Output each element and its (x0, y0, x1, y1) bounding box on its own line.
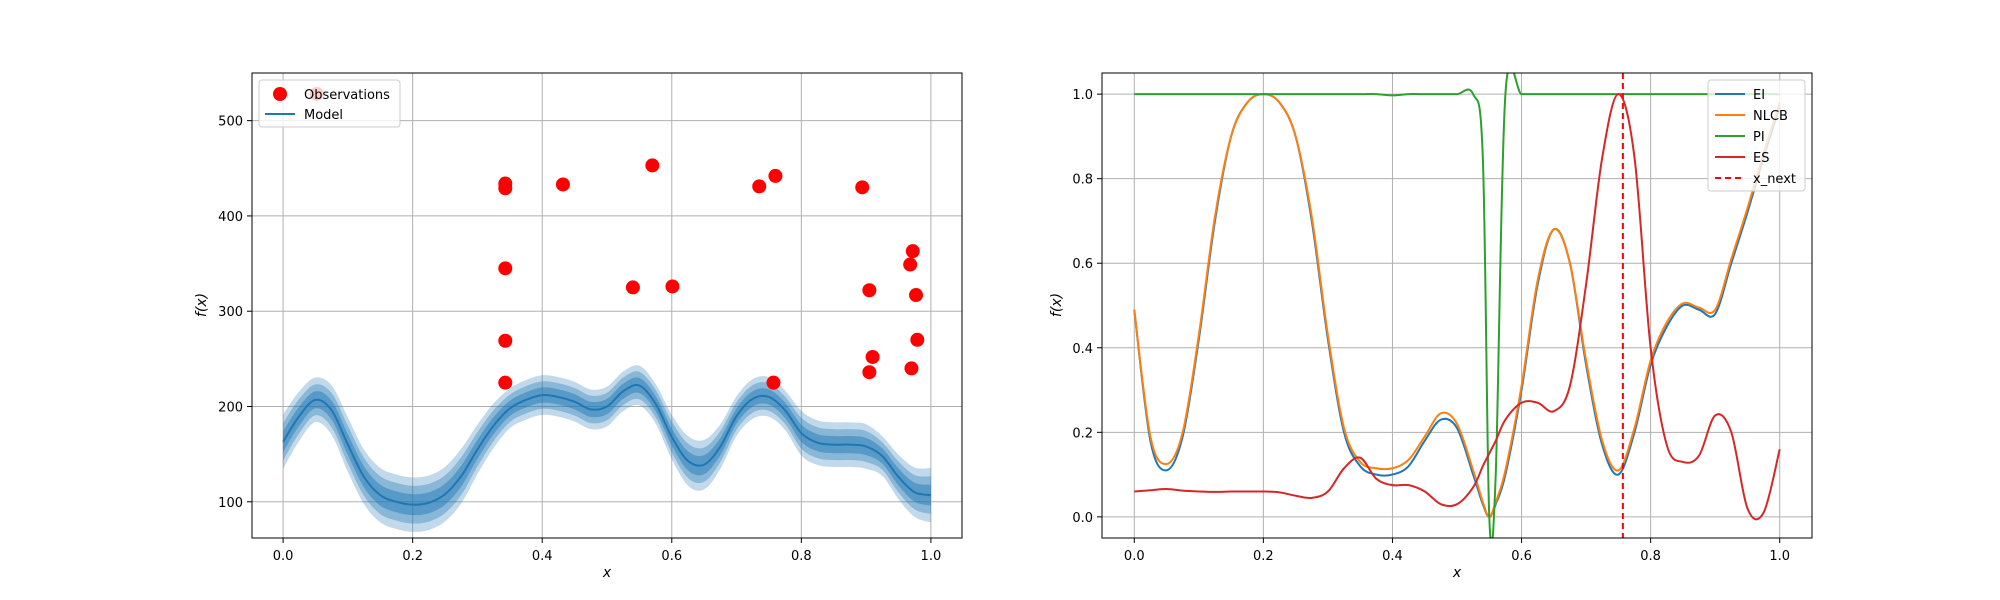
left-x-tick-label: 0.6 (661, 549, 682, 564)
axes-frame-left (251, 72, 963, 539)
model-band-2 (283, 371, 931, 524)
series-line-es (1134, 93, 1781, 521)
observation-point (910, 332, 925, 347)
right-y-tick-label: 1.0 (1072, 88, 1093, 103)
observation-point (855, 180, 870, 195)
legend-label: NLCB (1753, 109, 1788, 124)
legend-label: Observations (304, 88, 390, 103)
x-axis-label-right: x (1452, 565, 1462, 581)
legend-box-left (258, 79, 401, 128)
model-band-3 (283, 377, 931, 516)
observation-point (865, 349, 880, 364)
legend-label: Model (304, 108, 343, 123)
observation-point (645, 158, 660, 173)
observation-points (309, 86, 925, 390)
observation-point (752, 179, 767, 194)
observation-point (766, 375, 781, 390)
left-x-tick-label: 0.4 (532, 549, 553, 564)
y-axis-label-left: f(x) (194, 293, 210, 317)
right-x-tick-label: 0.6 (1511, 549, 1532, 564)
plot-area-left (252, 73, 962, 538)
right-x-tick-label: 0.4 (1382, 549, 1403, 564)
right-y-tick-label: 0.8 (1072, 173, 1093, 188)
observation-point (903, 257, 918, 272)
observation-point (905, 244, 920, 259)
right-x-tick-label: 0.8 (1640, 549, 1661, 564)
legend-left: Observations Model (258, 79, 401, 128)
model-band-1 (283, 365, 931, 532)
model-mean-line (282, 384, 932, 506)
legend-label: EI (1753, 88, 1765, 103)
axes-frame-right (1101, 72, 1813, 539)
right-y-tick-label: 0.4 (1072, 342, 1093, 357)
ticks-left: 0.0 0.2 0.4 0.6 0.8 1.0 100 200 300 400 500 (218, 115, 941, 564)
right-x-tick-label: 0.2 (1253, 549, 1274, 564)
left-y-tick-label: 300 (218, 305, 243, 320)
acquisition-lines (1133, 73, 1781, 538)
observation-point (498, 261, 513, 276)
left-x-tick-label: 1.0 (921, 549, 942, 564)
legend-marker-observations (273, 87, 287, 101)
observation-point (555, 177, 570, 192)
series-line-nlcb (1133, 93, 1781, 518)
left-y-tick-label: 200 (218, 401, 243, 416)
observation-point (498, 375, 513, 390)
legend-right: EI NLCB PI ES x_next (1707, 79, 1806, 192)
legend-box-right (1707, 79, 1806, 192)
left-x-tick-label: 0.2 (402, 549, 423, 564)
right-y-tick-label: 0.6 (1072, 257, 1093, 272)
acquisition-functions-chart: 0.0 0.2 0.4 0.6 0.8 1.0 0.0 0.2 0.4 0.6 0.8 1.0 x f… (1049, 72, 1813, 581)
left-y-tick-label: 500 (218, 115, 243, 130)
x-axis-label-left: x (602, 565, 612, 581)
observation-point (862, 365, 877, 380)
right-x-tick-label: 0.0 (1124, 549, 1145, 564)
legend-label: ES (1753, 151, 1769, 166)
observation-point (909, 288, 924, 303)
model-observations-chart: 0.0 0.2 0.4 0.6 0.8 1.0 100 200 300 400 500 x f(x)… (194, 72, 963, 581)
left-y-tick-label: 400 (218, 210, 243, 225)
right-y-tick-label: 0.0 (1072, 511, 1093, 526)
observation-point (665, 279, 680, 294)
model-confidence-bands (283, 365, 931, 532)
y-axis-label-right: f(x) (1049, 293, 1065, 317)
observation-point (498, 333, 513, 348)
left-x-tick-label: 0.0 (273, 549, 294, 564)
observation-point (862, 283, 877, 298)
observation-point (768, 168, 783, 183)
legend-label: PI (1753, 130, 1765, 145)
model-lines (282, 384, 932, 506)
observation-point (498, 181, 513, 196)
right-y-tick-label: 0.2 (1072, 426, 1093, 441)
plot-area-right (1102, 73, 1812, 538)
series-line-pi (1134, 73, 1780, 538)
right-x-tick-label: 1.0 (1769, 549, 1790, 564)
observation-point (904, 361, 919, 376)
left-x-tick-label: 0.8 (791, 549, 812, 564)
ticks-right: 0.0 0.2 0.4 0.6 0.8 1.0 0.0 0.2 0.4 0.6 0.8 1.0 (1072, 88, 1790, 564)
left-y-tick-label: 100 (218, 496, 243, 511)
observation-point (625, 280, 640, 295)
legend-label: x_next (1753, 172, 1796, 187)
